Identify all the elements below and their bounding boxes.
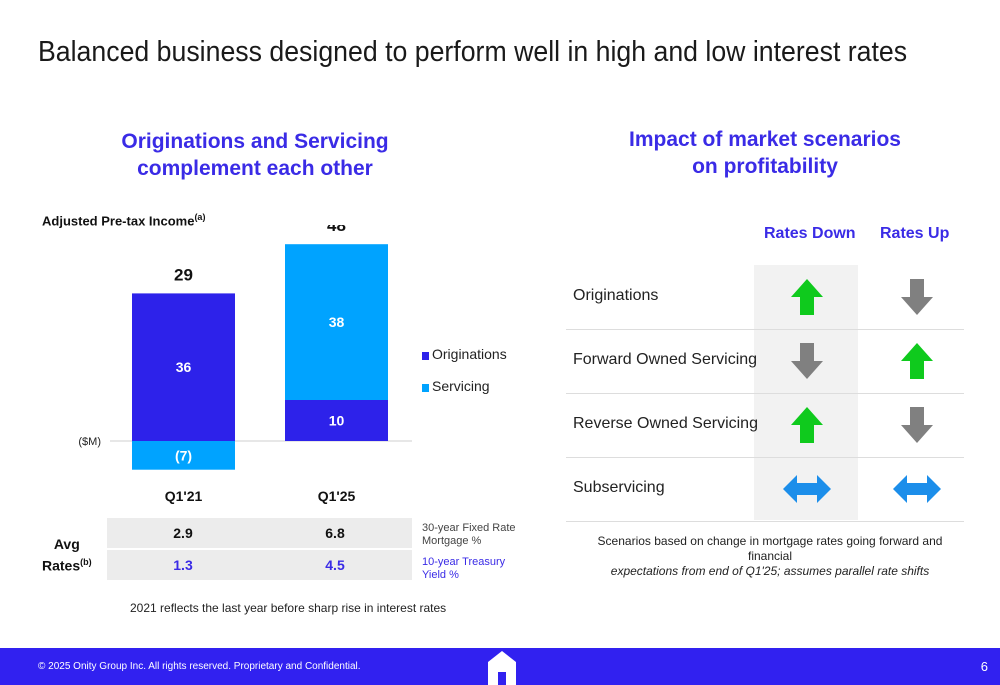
- left-subtitle-line2: complement each other: [137, 157, 373, 180]
- bar-total-label: 48: [327, 225, 346, 235]
- page-title: Balanced business designed to perform we…: [38, 36, 908, 68]
- bar-value-label: (7): [175, 447, 192, 463]
- bar-total-label: 29: [174, 265, 193, 284]
- right-subtitle-line2: on profitability: [692, 155, 838, 178]
- treasury-rate-row: 1.3 4.5: [107, 550, 412, 580]
- avg-rates-line2: Rates: [42, 557, 81, 574]
- onity-logo-icon: [488, 651, 516, 685]
- scenario-row: Forward Owned Servicing: [566, 329, 964, 394]
- category-tick-label: Q1'25: [318, 488, 356, 504]
- y-axis-label-text: Adjusted Pre-tax Income: [42, 213, 195, 229]
- two-way-arrow-icon: [781, 469, 833, 509]
- mortgage-rate-q125: 6.8: [325, 525, 345, 541]
- scenario-note-line2: expectations from end of Q1'25; assumes …: [610, 564, 930, 578]
- bar-chart: ($M) 36 (7) 29 Q1'21 10 38 48 Q1'25 Originations S…: [78, 225, 507, 504]
- y-axis-label-footnote: (a): [194, 212, 206, 222]
- scenario-row: Originations: [566, 265, 964, 330]
- footer-bar: © 2025 Onity Group Inc. All rights reser…: [0, 648, 1000, 685]
- treasury-rate-q121: 1.3: [173, 557, 193, 573]
- legend-swatch-originations: [422, 352, 429, 360]
- up-arrow-icon: [787, 277, 827, 317]
- rates-footnote: 2021 reflects the last year before sharp…: [130, 601, 447, 615]
- mortgage-rate-label-line1: 30-year Fixed Rate: [422, 522, 516, 534]
- down-arrow-icon: [897, 405, 937, 445]
- rates-down-header: Rates Down: [764, 225, 856, 242]
- page-number: 6: [980, 659, 988, 674]
- bar-originations-0: [132, 293, 235, 441]
- scenario-note: Scenarios based on change in mortgage ra…: [580, 534, 960, 579]
- scenario-row-label: Originations: [573, 287, 659, 304]
- mortgage-rate-label: 30-year Fixed Rate Mortgage %: [422, 522, 522, 548]
- scenario-note-line1: Scenarios based on change in mortgage ra…: [597, 534, 943, 563]
- left-subtitle: Originations and Servicing complement ea…: [100, 128, 410, 182]
- scenario-row: Reverse Owned Servicing: [566, 393, 964, 458]
- mortgage-rate-row: 2.9 6.8: [107, 518, 412, 548]
- bar-servicing-1: [285, 244, 388, 400]
- rates-up-header: Rates Up: [880, 225, 950, 242]
- y-axis-label: Adjusted Pre-tax Income(a): [42, 212, 205, 228]
- avg-rates-footnote: (b): [80, 557, 92, 567]
- bar-originations-1: [285, 400, 388, 441]
- left-subtitle-line1: Originations and Servicing: [121, 130, 389, 153]
- mortgage-rate-label-line2: Mortgage %: [422, 535, 482, 547]
- scenario-row: Subservicing: [566, 457, 964, 522]
- rates-table: 2.9 6.8 1.3 4.5: [107, 518, 412, 582]
- down-arrow-icon: [897, 277, 937, 317]
- avg-rates-label: Avg Rates(b): [42, 535, 92, 575]
- treasury-rate-label: 10-year Treasury Yield %: [422, 556, 522, 582]
- copyright-text: © 2025 Onity Group Inc. All rights reser…: [38, 661, 361, 672]
- legend-swatch-servicing: [422, 384, 429, 392]
- two-way-arrow-icon: [891, 469, 943, 509]
- legend-label-servicing: Servicing: [432, 378, 490, 394]
- bar-servicing-0: [132, 441, 235, 470]
- up-arrow-icon: [787, 405, 827, 445]
- bar-value-label: 10: [329, 413, 345, 429]
- right-subtitle-line1: Impact of market scenarios: [629, 128, 901, 151]
- scenario-row-label: Subservicing: [573, 479, 665, 496]
- scenario-row-label: Forward Owned Servicing: [573, 351, 758, 368]
- avg-rates-line1: Avg: [53, 536, 80, 552]
- mortgage-rate-q121: 2.9: [173, 525, 193, 541]
- scenario-row-label: Reverse Owned Servicing: [573, 415, 758, 432]
- treasury-rate-label-line1: 10-year Treasury: [422, 556, 506, 568]
- up-arrow-icon: [897, 341, 937, 381]
- unit-label: ($M): [78, 436, 101, 448]
- treasury-rate-label-line2: Yield %: [422, 569, 459, 581]
- legend-label-originations: Originations: [432, 346, 507, 362]
- bar-value-label: 36: [176, 359, 192, 375]
- treasury-rate-q125: 4.5: [325, 557, 345, 573]
- down-arrow-icon: [787, 341, 827, 381]
- bar-value-label: 38: [329, 314, 345, 330]
- right-subtitle: Impact of market scenarios on profitabil…: [610, 126, 920, 180]
- category-tick-label: Q1'21: [165, 488, 203, 504]
